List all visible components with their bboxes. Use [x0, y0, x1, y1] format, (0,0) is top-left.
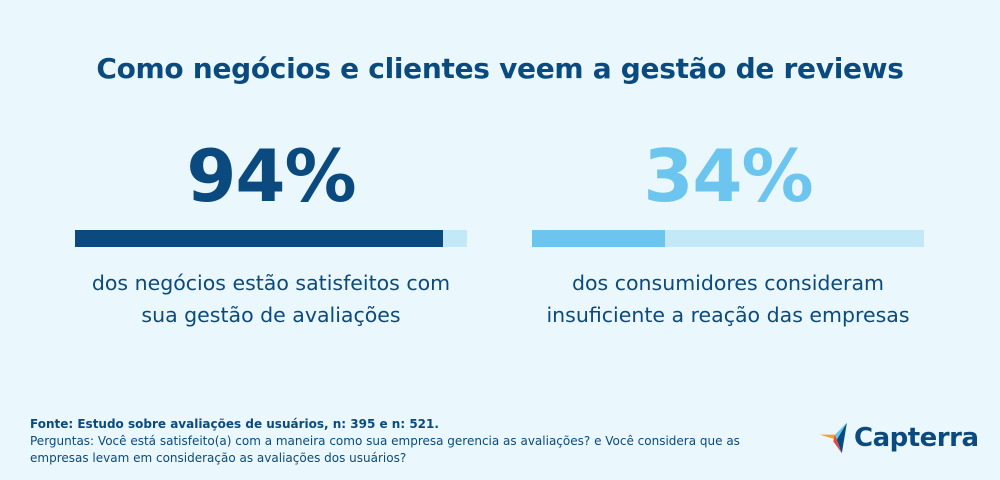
capterra-logo: Capterra [818, 420, 979, 456]
stat-percentage: 94% [186, 134, 356, 218]
logo-text: Capterra [854, 423, 979, 453]
stat-description-line: sua gestão de avaliações [141, 303, 401, 327]
stat-percentage: 34% [643, 134, 813, 218]
stat-businesses: 94% dos negócios estão satisfeitos com s… [75, 130, 467, 331]
stat-description: dos negócios estão satisfeitos com sua g… [75, 267, 467, 331]
progress-track [75, 230, 467, 247]
capterra-arrow-icon [819, 422, 847, 454]
questions-text: Perguntas: Você está satisfeito(a) com a… [30, 434, 740, 448]
source-text: Fonte: Estudo sobre avaliações de usuári… [30, 417, 439, 431]
page-title: Como negócios e clientes veem a gestão d… [96, 52, 904, 85]
stat-description-line: dos negócios estão satisfeitos com [91, 271, 451, 295]
stat-consumers: 34% dos consumidores consideram insufici… [532, 130, 924, 331]
stat-description-line: insuficiente a reação das empresas [546, 303, 910, 327]
questions-text: empresas levam em consideração as avalia… [30, 451, 407, 465]
stat-description: dos consumidores consideram insuficiente… [532, 267, 924, 331]
stat-description-line: dos consumidores consideram [571, 271, 884, 295]
progress-fill [532, 230, 665, 247]
progress-fill [75, 230, 443, 247]
source-footer: Fonte: Estudo sobre avaliações de usuári… [30, 416, 790, 467]
progress-track [532, 230, 924, 247]
